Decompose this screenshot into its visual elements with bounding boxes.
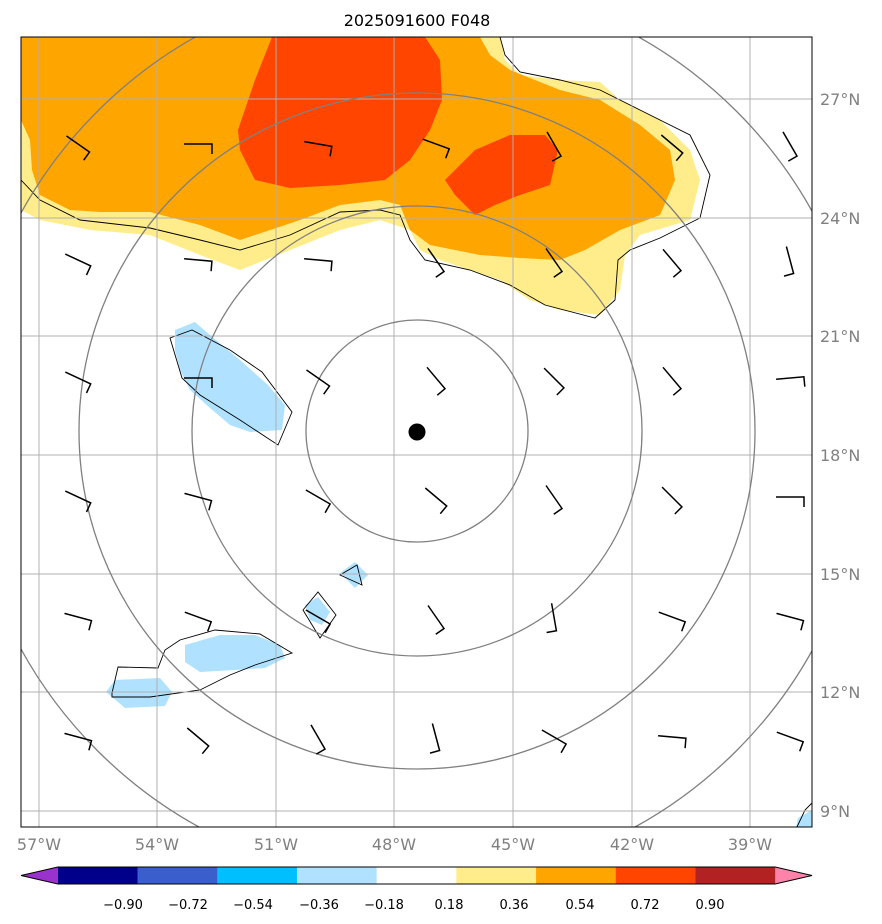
wind-barb: [305, 489, 332, 514]
colorbar-swatch: [217, 867, 298, 884]
wind-barb: [776, 612, 805, 631]
lat-label: 21°N: [820, 327, 860, 346]
wind-barb: [662, 366, 683, 396]
wind-barb: [545, 248, 564, 278]
colorbar-label: 0.54: [566, 898, 595, 913]
lat-label: 27°N: [820, 90, 860, 109]
wind-barb: [184, 258, 213, 272]
lon-label: 42°W: [610, 835, 654, 854]
wind-barb: [186, 727, 210, 755]
colorbar-label: −0.18: [364, 898, 404, 913]
lon-label: 48°W: [372, 835, 416, 854]
wind-barb: [782, 131, 799, 162]
field-strong-positive-1: [238, 37, 442, 188]
wind-barb: [776, 731, 805, 752]
map-area: [21, 37, 812, 827]
wind-barb: [658, 611, 687, 632]
colorbar: [20, 866, 813, 885]
wind-barb: [184, 611, 213, 632]
colorbar-label: 0.90: [696, 898, 725, 913]
lon-label: 39°W: [728, 835, 772, 854]
colorbar-swatch: [21, 867, 58, 884]
field-negative-6: [796, 810, 812, 827]
colorbar-swatch: [137, 867, 218, 884]
wind-barb: [184, 143, 213, 154]
wind-barb: [429, 723, 441, 754]
colorbar-swatch: [456, 867, 537, 884]
colorbar-swatch: [695, 867, 776, 884]
wind-barb: [783, 246, 795, 277]
colorbar-label: 0.18: [435, 898, 464, 913]
colorbar-label: 0.36: [500, 898, 529, 913]
colorbar-label: 0.72: [631, 898, 660, 913]
wind-barb: [546, 603, 558, 634]
wind-barb: [66, 135, 91, 161]
wind-barb: [776, 496, 805, 507]
lon-label: 45°W: [491, 835, 535, 854]
colorbar-label: −0.54: [233, 898, 273, 913]
lon-label: 51°W: [254, 835, 298, 854]
field-strong-positive-2: [445, 135, 558, 215]
wind-barb: [661, 486, 683, 515]
wind-barb: [310, 724, 327, 755]
colorbar-label: −0.72: [168, 898, 208, 913]
colorbar-swatch: [775, 867, 812, 884]
colorbar-labels: −0.90 −0.72 −0.54 −0.36 −0.18 0.18 0.36 …: [103, 898, 724, 913]
lon-label: 57°W: [17, 835, 61, 854]
wind-barb: [306, 369, 331, 395]
colorbar-swatch: [615, 867, 696, 884]
wind-barb: [64, 612, 93, 631]
latitude-labels: 27°N 24°N 21°N 18°N 15°N 12°N 9°N: [820, 90, 860, 821]
wind-barb: [422, 138, 451, 159]
wind-barb: [427, 248, 446, 278]
wind-barb: [658, 735, 687, 749]
colorbar-label: −0.90: [103, 898, 143, 913]
range-rings: [21, 37, 812, 827]
colorbar-swatch: [296, 867, 378, 884]
colorbar-outline: [20, 866, 813, 885]
lat-label: 18°N: [820, 446, 860, 465]
lat-label: 12°N: [820, 683, 860, 702]
figure-title: 2025091600 F048: [344, 11, 491, 30]
lat-label: 15°N: [820, 565, 860, 584]
wind-barb: [184, 377, 213, 388]
longitude-labels: 57°W 54°W 51°W 48°W 45°W 42°W 39°W: [17, 835, 772, 854]
wind-barb: [64, 490, 92, 513]
lat-label: 9°N: [820, 802, 850, 821]
wind-barb: [426, 366, 447, 396]
wind-barb: [541, 729, 568, 754]
wind-barb: [184, 492, 213, 511]
wind-barb: [304, 258, 333, 272]
map-frame: [20, 36, 813, 828]
wind-barb: [545, 485, 564, 515]
wind-barb: [546, 131, 563, 162]
lat-label: 24°N: [820, 209, 860, 228]
wind-barb: [662, 248, 683, 278]
colorbar-label: −0.36: [299, 898, 339, 913]
colorbar-swatch: [57, 867, 139, 884]
wind-barb: [660, 134, 684, 162]
wind-barb: [543, 367, 565, 396]
wind-barb: [304, 140, 333, 157]
wind-barb: [427, 605, 446, 635]
wind-barb: [64, 732, 93, 751]
wind-barb: [424, 487, 448, 515]
field-negative-5: [305, 597, 330, 625]
wind-barb: [305, 609, 332, 634]
wind-barb: [64, 253, 92, 276]
wind-barbs: [64, 131, 806, 755]
field-negative-1: [175, 322, 285, 432]
wind-barb: [64, 371, 92, 394]
colorbar-swatch: [536, 867, 617, 884]
wind-barb: [776, 375, 806, 387]
field-negative-3: [106, 678, 172, 708]
lon-label: 54°W: [135, 835, 179, 854]
storm-center-marker: [408, 423, 426, 441]
colorbar-swatch: [376, 867, 457, 884]
field-negative-2: [185, 635, 285, 672]
